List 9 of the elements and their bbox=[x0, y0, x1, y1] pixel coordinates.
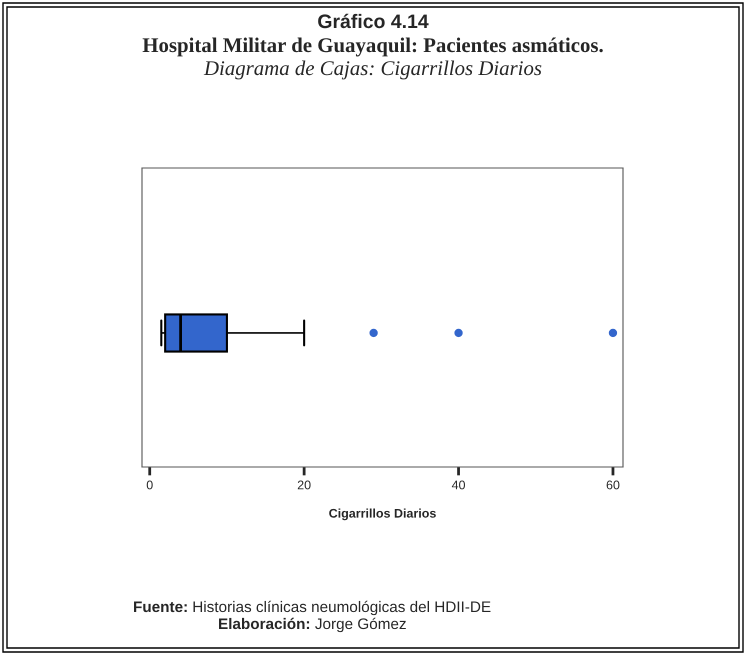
x-tick-label: 40 bbox=[452, 480, 466, 490]
x-tick-label: 20 bbox=[298, 480, 311, 490]
x-axis-title: Cigarrillos Diarios bbox=[329, 508, 436, 520]
source-note: Fuente: Historias clínicas neumológicas del HDII-DE bbox=[134, 600, 490, 616]
x-tick-label: 60 bbox=[606, 480, 620, 490]
text: Elaboración: Jorge Gómez bbox=[219, 618, 406, 632]
chart-subtitle: Hospital Militar de Guayaquil: Pacientes asmáticos. Diagrama de Cajas: Cigarrillos Diarios bbox=[142, 38, 603, 80]
x-tick-label: 0 bbox=[146, 480, 153, 490]
chart-title: Gráfico 4.14 bbox=[318, 14, 429, 28]
